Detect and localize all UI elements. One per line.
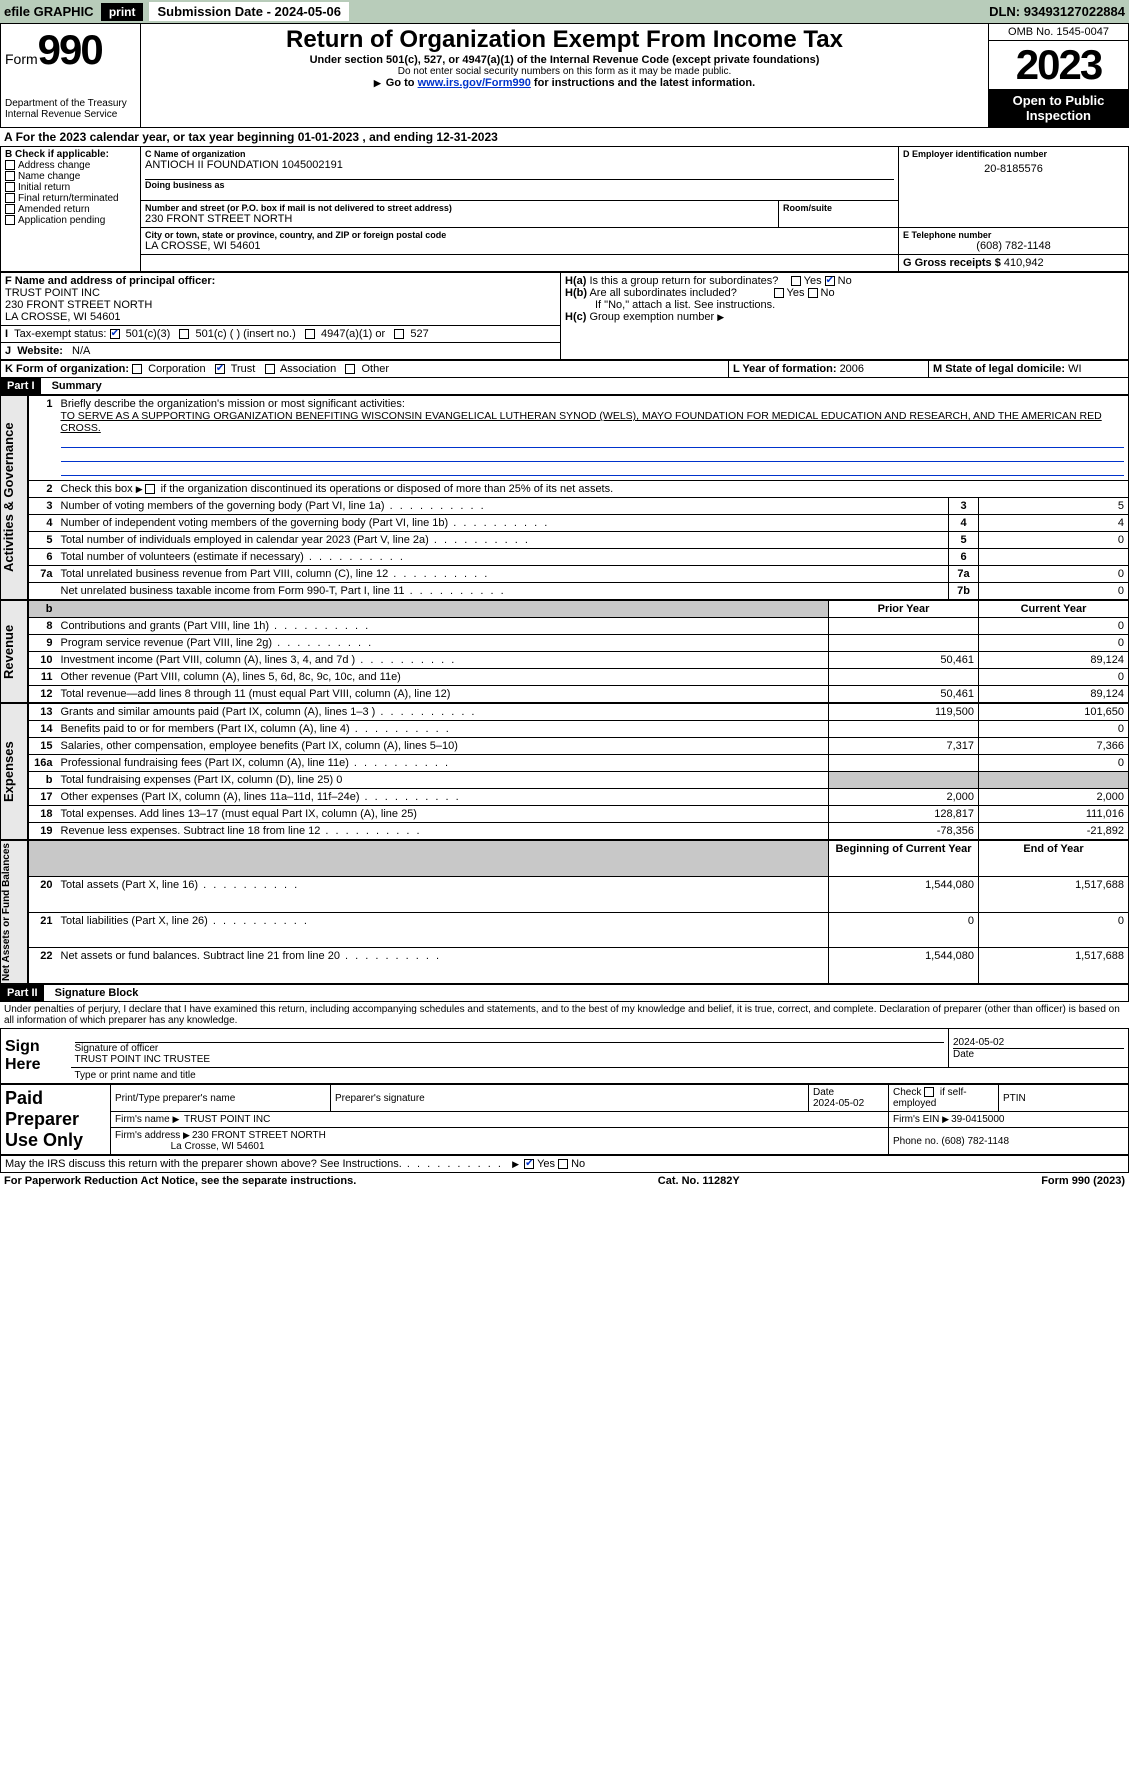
top-bar: efile GRAPHIC print Submission Date - 20… (0, 0, 1129, 23)
city: LA CROSSE, WI 54601 (145, 240, 894, 252)
submission-date: Submission Date - 2024-05-06 (149, 2, 349, 21)
paid-preparer-block: Paid Preparer Use Only Print/Type prepar… (0, 1084, 1129, 1155)
form-header: Form990 Department of the Treasury Inter… (0, 23, 1129, 128)
city-label: City or town, state or province, country… (145, 230, 894, 240)
paid-preparer-label: Paid Preparer Use Only (1, 1085, 111, 1155)
j-label: Website: (17, 345, 63, 357)
discuss-line: May the IRS discuss this return with the… (0, 1155, 1129, 1173)
efile-label: efile GRAPHIC (4, 4, 94, 19)
expense-lines: 13Grants and similar amounts paid (Part … (28, 703, 1129, 840)
phone: (608) 782-1148 (903, 240, 1124, 252)
sig-date: 2024-05-02 (953, 1037, 1124, 1049)
officer-l3: LA CROSSE, WI 54601 (5, 311, 121, 323)
entity-block: B Check if applicable: Address change Na… (0, 146, 1129, 272)
section-governance: Activities & Governance (0, 395, 28, 600)
dln: DLN: 93493127022884 (989, 4, 1125, 19)
val-6 (979, 549, 1129, 566)
part-2-header: Part II Signature Block (0, 984, 1129, 1002)
dept-treasury: Department of the Treasury (5, 98, 136, 109)
mission: TO SERVE AS A SUPPORTING ORGANIZATION BE… (61, 410, 1102, 434)
form-label: Form (5, 51, 38, 67)
form-number: 990 (38, 26, 102, 73)
tax-year: 2023 (989, 41, 1128, 89)
fiscal-year-line: A For the 2023 calendar year, or tax yea… (0, 128, 1129, 146)
subtitle-3: Go to www.irs.gov/Form990 for instructio… (145, 77, 984, 89)
print-button[interactable]: print (101, 3, 144, 21)
governance-lines: 1 Briefly describe the organization's mi… (28, 395, 1129, 600)
pra-notice: For Paperwork Reduction Act Notice, see … (4, 1175, 356, 1187)
val-3: 5 (979, 498, 1129, 515)
val-7b: 0 (979, 583, 1129, 600)
d-label: D Employer identification number (903, 149, 1124, 159)
section-net-assets: Net Assets or Fund Balances (0, 840, 28, 984)
section-expenses: Expenses (0, 703, 28, 840)
c-name-label: C Name of organization (145, 149, 894, 159)
box-b: B Check if applicable: Address change Na… (1, 147, 141, 272)
firm-name: TRUST POINT INC (184, 1114, 270, 1125)
ein: 20-8185576 (903, 159, 1124, 179)
h-b: H(b) Are all subordinates included? Yes … (565, 287, 1124, 299)
i-label: Tax-exempt status: (14, 328, 106, 340)
street: 230 FRONT STREET NORTH (145, 213, 774, 225)
revenue-lines: bPrior YearCurrent Year 8Contributions a… (28, 600, 1129, 703)
perjury-statement: Under penalties of perjury, I declare th… (0, 1002, 1129, 1028)
year-formation: 2006 (840, 363, 864, 375)
officer-l2: 230 FRONT STREET NORTH (5, 299, 152, 311)
h-a: H(a) Is this a group return for subordin… (565, 275, 1124, 287)
irs-link[interactable]: www.irs.gov/Form990 (418, 77, 531, 89)
dept-irs: Internal Revenue Service (5, 109, 136, 120)
officer-name: TRUST POINT INC TRUSTEE (75, 1054, 211, 1065)
gross-receipts: 410,942 (1004, 257, 1044, 269)
h-c: H(c) Group exemption number (565, 311, 1124, 323)
e-label: E Telephone number (903, 230, 1124, 240)
cat-number: Cat. No. 11282Y (658, 1175, 740, 1187)
val-7a: 0 (979, 566, 1129, 583)
form-footer: Form 990 (2023) (1041, 1175, 1125, 1187)
firm-ein: 39-0415000 (951, 1114, 1004, 1125)
section-revenue: Revenue (0, 600, 28, 703)
street-label: Number and street (or P.O. box if mail i… (145, 203, 774, 213)
form-title: Return of Organization Exempt From Incom… (145, 26, 984, 54)
subtitle-2: Do not enter social security numbers on … (145, 66, 984, 77)
sign-here-label: Sign Here (1, 1029, 71, 1084)
omb-number: OMB No. 1545-0047 (989, 24, 1128, 41)
val-5: 0 (979, 532, 1129, 549)
page-footer: For Paperwork Reduction Act Notice, see … (0, 1173, 1129, 1189)
room-label: Room/suite (783, 203, 894, 213)
open-to-public: Open to Public Inspection (989, 89, 1128, 127)
officer-l1: TRUST POINT INC (5, 287, 100, 299)
klm-block: K Form of organization: Corporation Trus… (0, 360, 1129, 378)
part-1-header: Part I Summary (0, 378, 1129, 395)
netassets-lines: Beginning of Current YearEnd of Year 20T… (28, 840, 1129, 984)
k-label: K Form of organization: (5, 363, 129, 375)
firm-phone: (608) 782-1148 (941, 1136, 1009, 1147)
h-b-note: If "No," attach a list. See instructions… (565, 299, 1124, 311)
website: N/A (72, 345, 90, 357)
org-name: ANTIOCH II FOUNDATION 1045002191 (145, 159, 894, 171)
f-label: F Name and address of principal officer: (5, 275, 215, 287)
domicile: WI (1068, 363, 1081, 375)
g-label: G Gross receipts $ (903, 257, 1004, 269)
dba-label: Doing business as (145, 180, 894, 190)
val-4: 4 (979, 515, 1129, 532)
subtitle-1: Under section 501(c), 527, or 4947(a)(1)… (145, 54, 984, 66)
signature-block: Sign Here Signature of officer TRUST POI… (0, 1028, 1129, 1084)
officer-status-block: F Name and address of principal officer:… (0, 272, 1129, 360)
